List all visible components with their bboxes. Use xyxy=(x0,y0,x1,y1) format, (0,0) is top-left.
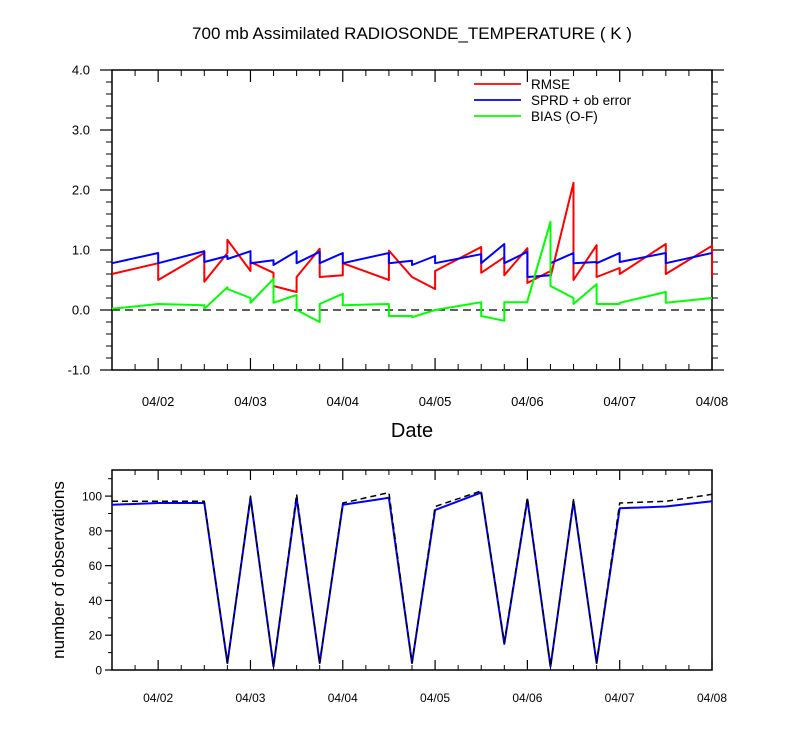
y-tick-label: 1.0 xyxy=(72,243,90,258)
x-tick-label: 04/08 xyxy=(696,394,729,409)
series-line-obs-possible xyxy=(112,490,713,668)
x-tick-label: 04/02 xyxy=(142,394,175,409)
legend-label: RMSE xyxy=(531,77,570,92)
series-line-bias-o-f xyxy=(111,220,713,323)
x-tick-label: 04/06 xyxy=(512,691,542,705)
y-tick-label: 0 xyxy=(95,664,102,678)
series-line-sprd-ob-error xyxy=(111,243,713,278)
series-line-rmse xyxy=(111,181,713,293)
y-axis-label: number of observations xyxy=(49,481,68,659)
y-tick-label: 4.0 xyxy=(72,63,90,78)
y-tick-label: 0.0 xyxy=(72,303,90,318)
y-tick-label: 80 xyxy=(89,524,103,538)
y-tick-label: 3.0 xyxy=(72,123,90,138)
chart-title: 700 mb Assimilated RADIOSONDE_TEMPERATUR… xyxy=(192,24,632,43)
x-tick-label: 04/03 xyxy=(235,691,265,705)
legend-label: BIAS (O-F) xyxy=(531,109,598,124)
x-tick-label: 04/05 xyxy=(420,691,450,705)
y-tick-label: 2.0 xyxy=(72,183,90,198)
y-tick-label: 20 xyxy=(89,629,103,643)
x-axis-label: Date xyxy=(391,420,433,442)
x-tick-label: 04/06 xyxy=(511,394,544,409)
bottom-plot-panel: 04/02 04/03 04/04 04/05 04/06 04/07 04/08 0 20 40… xyxy=(49,469,727,705)
x-tick-label: 04/04 xyxy=(328,691,358,705)
top-plot-frame xyxy=(111,69,713,371)
x-tick-label: 04/07 xyxy=(605,691,635,705)
series-line-obs-used xyxy=(111,491,713,668)
x-tick-label: 04/05 xyxy=(419,394,452,409)
legend-label: SPRD + ob error xyxy=(531,93,632,108)
x-tick-label: 04/07 xyxy=(603,394,636,409)
y-tick-label: 100 xyxy=(82,490,102,504)
x-tick-label: 04/02 xyxy=(143,691,173,705)
y-tick-label: -1.0 xyxy=(68,363,90,378)
top-plot-panel: 04/02 04/03 04/04 04/05 04/06 04/07 04/08 -1.0 0… xyxy=(68,63,729,443)
x-tick-label: 04/04 xyxy=(326,394,359,409)
x-tick-label: 04/08 xyxy=(697,691,727,705)
y-tick-label: 60 xyxy=(89,559,103,573)
bottom-plot-frame xyxy=(111,469,713,671)
x-tick-label: 04/03 xyxy=(234,394,267,409)
y-tick-label: 40 xyxy=(89,594,103,608)
